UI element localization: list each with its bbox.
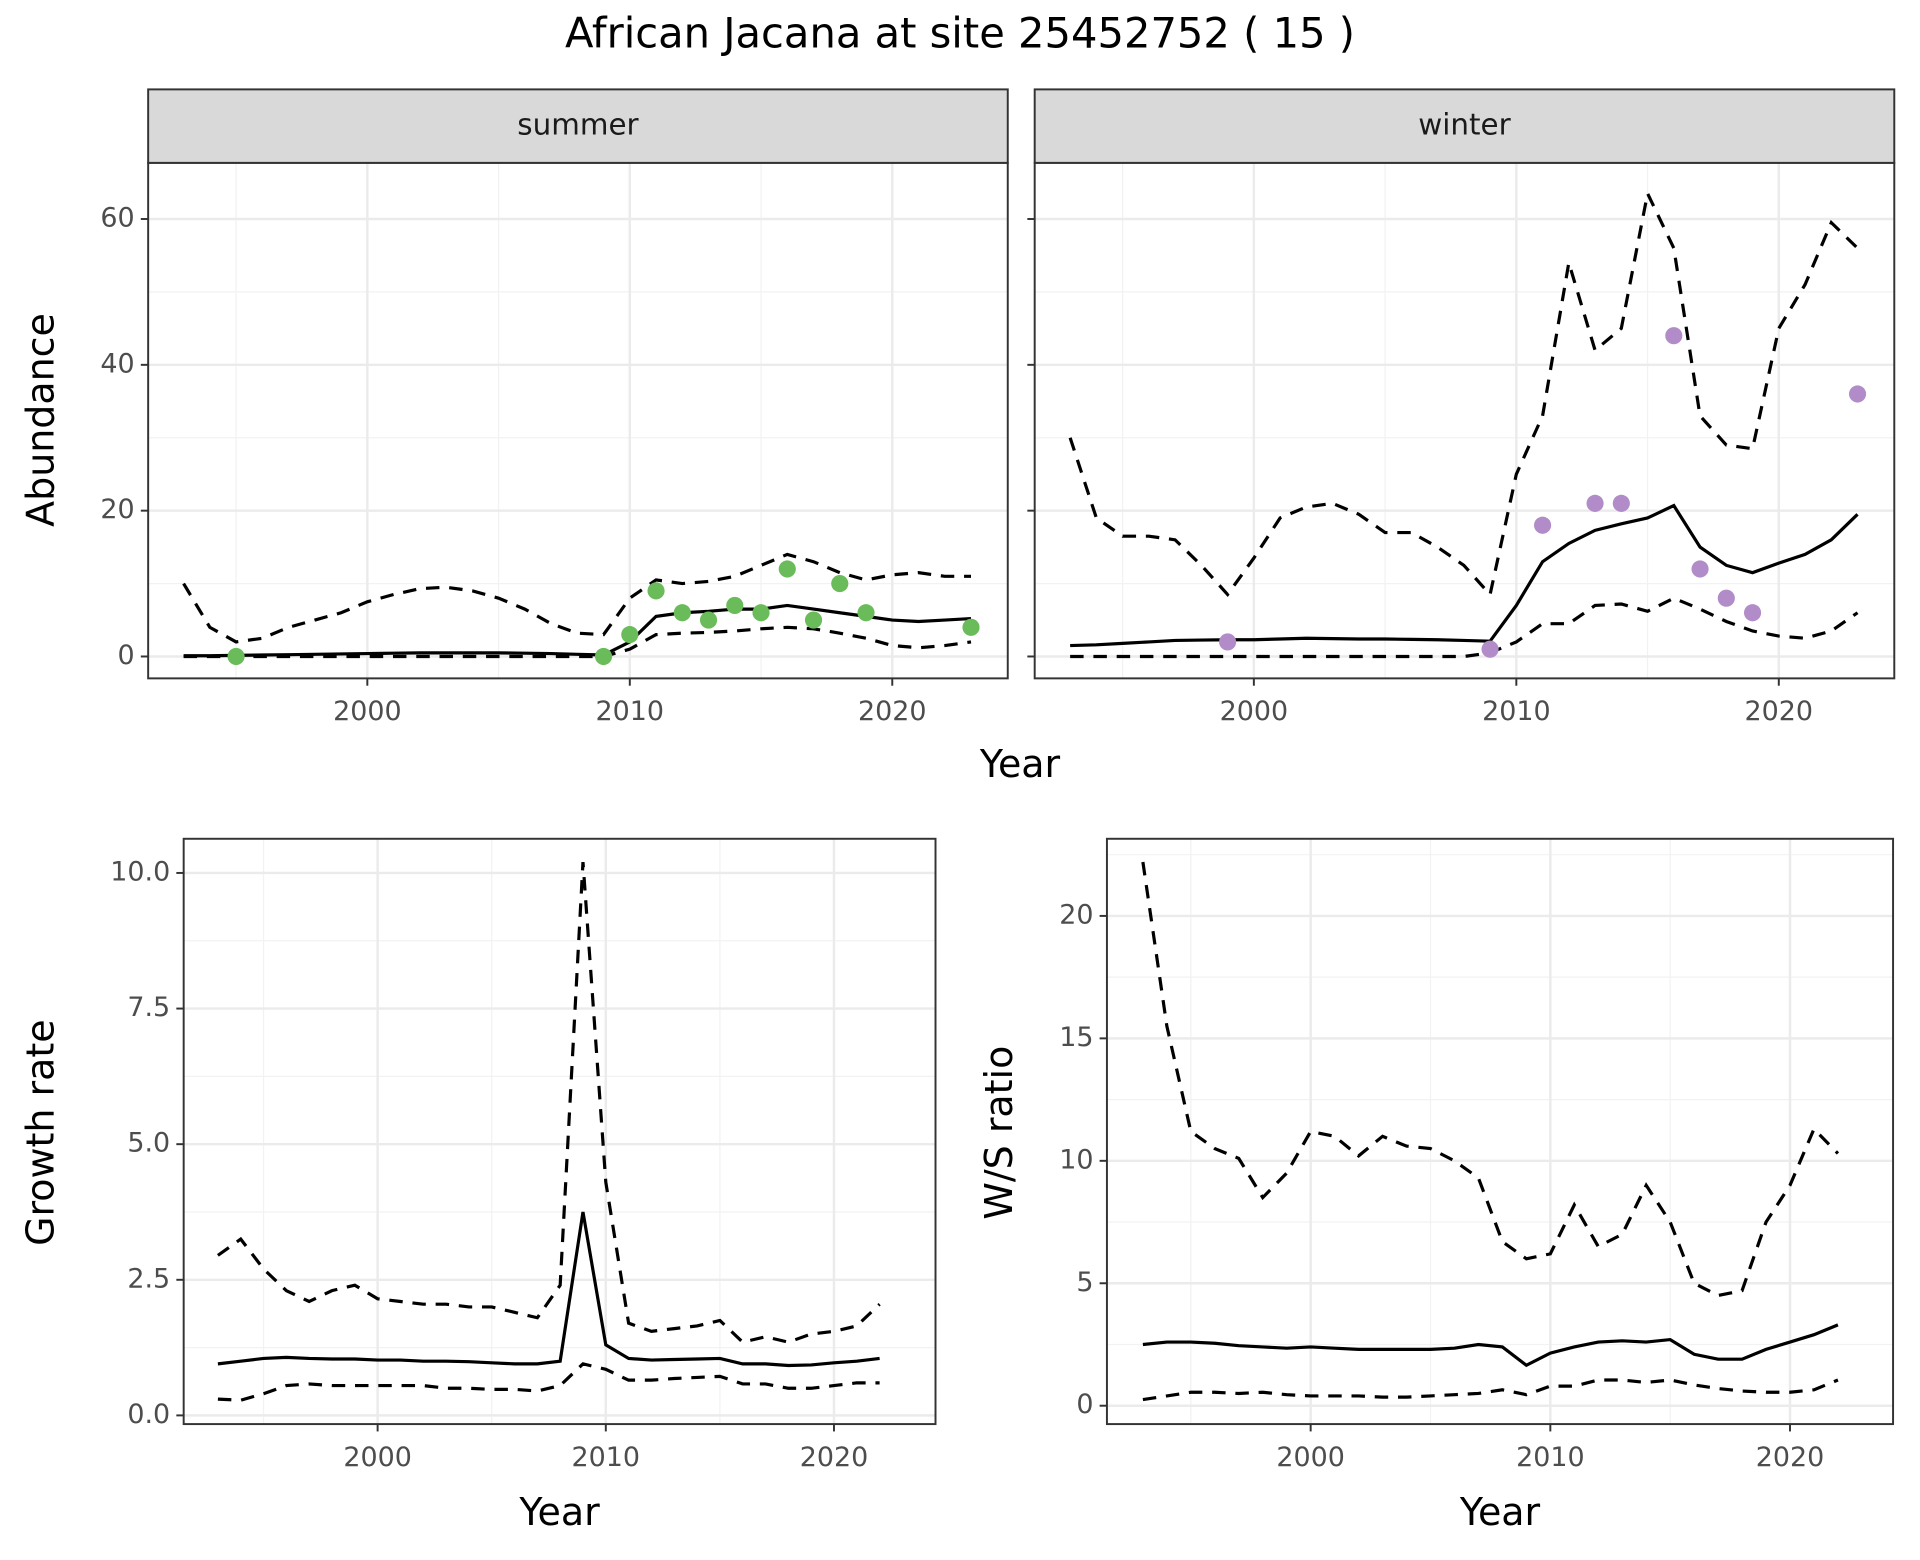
x-tick-label: 2000 (343, 1442, 412, 1473)
y-axis-title: W/S ratio (977, 1046, 1021, 1220)
x-tick-label: 2010 (1482, 696, 1551, 727)
series-line (1142, 1378, 1839, 1402)
y-tick-label: 20 (1059, 899, 1093, 930)
series-line (217, 1362, 880, 1402)
series-line (1142, 1323, 1839, 1368)
x-axis-title: Year (518, 1490, 600, 1534)
y-tick-label: 20 (100, 494, 134, 525)
data-point (857, 604, 875, 622)
data-point (1586, 494, 1604, 512)
panel-background (183, 838, 936, 1425)
series-line (182, 552, 972, 644)
data-point (1691, 560, 1709, 578)
data-point (962, 618, 980, 636)
y-tick-label: 40 (100, 348, 134, 379)
x-axis-title: Year (979, 742, 1061, 786)
figure-title: African Jacana at site 25452752 ( 15 ) (565, 9, 1355, 58)
series-line (216, 861, 881, 1344)
series-line (1070, 503, 1859, 648)
series-line (1141, 861, 1840, 1298)
x-tick-label: 2020 (800, 1442, 869, 1473)
data-point (673, 604, 691, 622)
data-point (1665, 327, 1683, 345)
facet-label: summer (517, 108, 639, 142)
data-point (752, 604, 770, 622)
x-tick-label: 2000 (1220, 696, 1289, 727)
y-tick-label: 15 (1059, 1022, 1093, 1053)
data-point (1219, 633, 1237, 651)
y-tick-label: 10 (1059, 1144, 1093, 1175)
x-tick-label: 2000 (1276, 1442, 1345, 1473)
data-point (1848, 385, 1867, 403)
x-tick-label: 2010 (596, 696, 665, 727)
panel-background (148, 162, 1008, 679)
panel-border (1105, 837, 1895, 1426)
data-point (804, 611, 823, 629)
y-tick-label: 60 (100, 203, 134, 234)
data-point (699, 611, 718, 629)
data-point (831, 575, 849, 593)
data-point (1743, 604, 1762, 622)
x-tick-label: 2010 (572, 1442, 641, 1473)
data-point (778, 560, 796, 578)
y-tick-label: 5 (1076, 1267, 1093, 1298)
y-tick-label: 7.5 (127, 992, 170, 1023)
x-axis-title: Year (1459, 1490, 1541, 1534)
y-tick-label: 0 (1076, 1389, 1093, 1420)
y-tick-label: 0 (118, 640, 135, 671)
series-line (1070, 596, 1859, 659)
data-point (594, 647, 613, 666)
data-point (1612, 494, 1630, 512)
y-axis-title: Growth rate (18, 1019, 62, 1245)
data-point (647, 582, 665, 600)
y-tick-label: 10.0 (110, 856, 170, 887)
y-tick-label: 5.0 (127, 1128, 170, 1159)
series-line (217, 1211, 880, 1368)
facet-strip (1033, 88, 1896, 164)
x-tick-label: 2000 (333, 696, 402, 727)
panel-background (1034, 162, 1895, 679)
data-point (621, 626, 639, 644)
data-point (1717, 589, 1735, 607)
data-point (726, 596, 744, 615)
y-axis-title: Abundance (18, 313, 62, 527)
series-line (183, 603, 972, 658)
series-line (1068, 188, 1859, 598)
facet-strip (147, 88, 1009, 164)
series-line (183, 625, 972, 659)
x-tick-label: 2020 (858, 696, 927, 727)
panel-border (182, 837, 937, 1426)
data-point (1534, 516, 1552, 534)
panel-background (1106, 838, 1894, 1425)
x-tick-label: 2020 (1756, 1442, 1825, 1473)
y-tick-label: 2.5 (127, 1263, 170, 1294)
x-tick-label: 2020 (1745, 696, 1814, 727)
x-tick-label: 2010 (1516, 1442, 1585, 1473)
data-point (1481, 640, 1499, 658)
data-point (227, 647, 245, 666)
facet-label: winter (1418, 108, 1511, 142)
y-tick-label: 0.0 (127, 1399, 170, 1430)
